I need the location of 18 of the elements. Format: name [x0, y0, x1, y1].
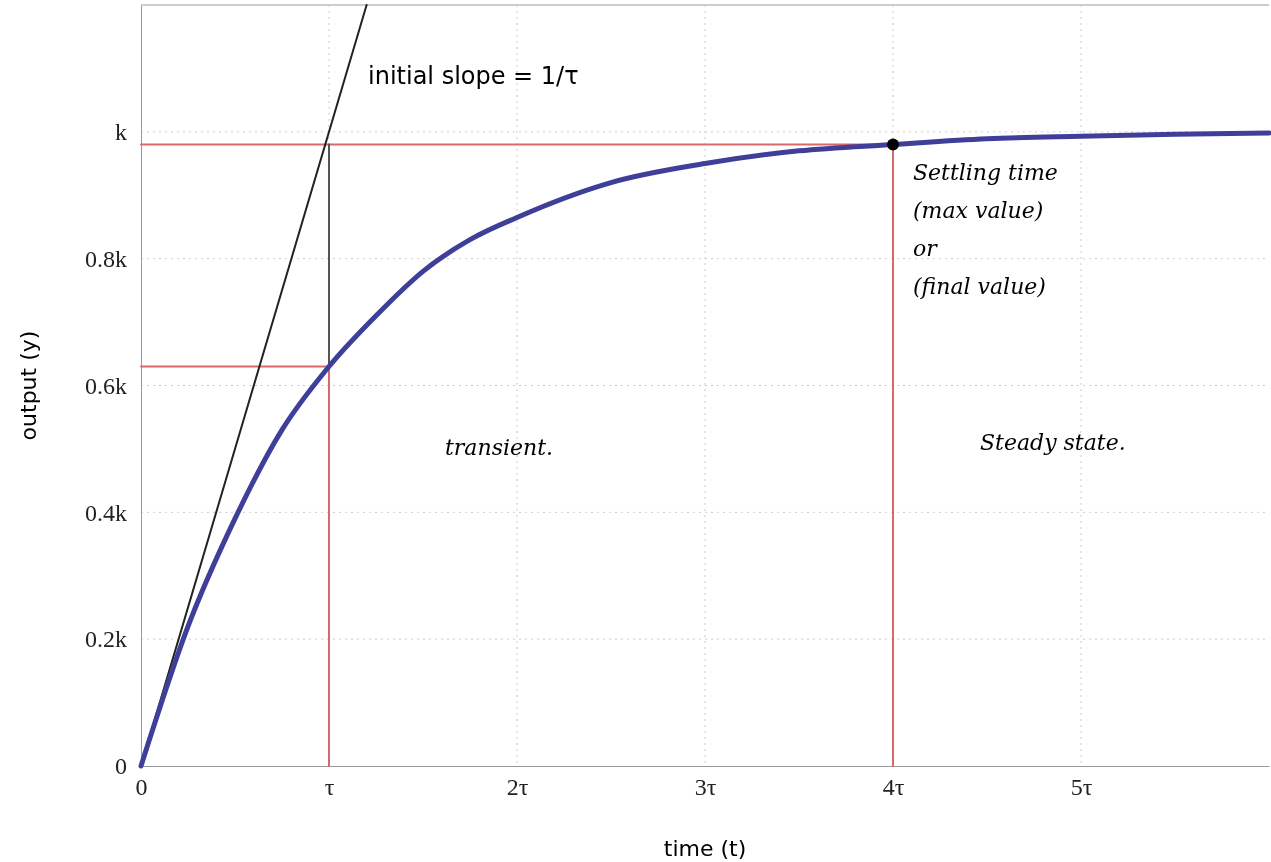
- y-tick-label: 0.8k: [85, 245, 127, 272]
- x-tick-label: 2τ: [506, 774, 529, 801]
- x-tick-label: 0: [135, 774, 148, 801]
- y-tick-label: k: [115, 119, 127, 146]
- x-axis-title: time (t): [663, 836, 747, 861]
- x-tick-label: 5τ: [1070, 774, 1093, 801]
- y-tick-label: 0: [115, 753, 127, 780]
- x-tick-label: 4τ: [882, 774, 905, 801]
- y-tick-label: 0.4k: [85, 499, 127, 526]
- annotation: transient.: [445, 435, 553, 460]
- y-axis-title: output (y): [16, 330, 41, 441]
- annotation: Settling time (max value) or (final value): [913, 159, 1058, 299]
- annotation: initial slope = 1/τ: [368, 62, 579, 90]
- x-tick-label: τ: [324, 774, 335, 801]
- y-tick-label: 0.6k: [85, 372, 127, 399]
- x-tick-label: 3τ: [694, 774, 717, 801]
- y-tick-label: 0.2k: [85, 626, 127, 653]
- annotation: Steady state.: [980, 430, 1126, 455]
